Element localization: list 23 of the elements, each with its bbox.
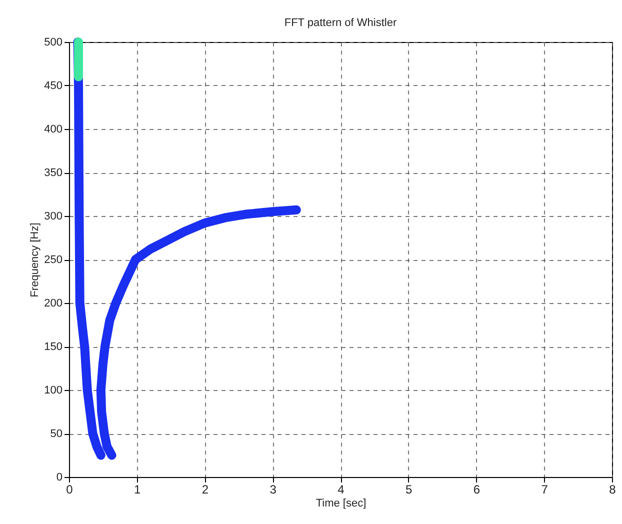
x-tick-label: 8: [609, 482, 616, 496]
y-tick-label: 150: [44, 341, 62, 353]
x-tick-label: 6: [473, 482, 480, 496]
chart-title: FFT pattern of Whistler: [284, 17, 397, 29]
x-tick-label: 4: [338, 482, 345, 496]
y-tick-label: 300: [44, 210, 62, 222]
y-tick-label: 450: [44, 80, 62, 92]
x-tick-label: 7: [541, 482, 548, 496]
y-tick-label: 400: [44, 124, 62, 136]
x-tick-label: 5: [406, 482, 413, 496]
x-tick-label: 1: [134, 482, 142, 496]
x-tick-label: 0: [66, 482, 74, 496]
y-axis-title: Frequency [Hz]: [29, 222, 42, 298]
y-tick-label: 250: [44, 254, 62, 266]
y-tick-label: 0: [56, 472, 62, 484]
y-tick-label: 100: [44, 384, 62, 396]
x-axis-title: Time [sec]: [316, 498, 366, 510]
y-tick-label: 200: [44, 298, 62, 310]
y-tick-label: 500: [44, 36, 62, 48]
x-tick-label: 3: [270, 482, 277, 496]
y-tick-label: 350: [44, 167, 62, 179]
y-tick-label: 50: [50, 428, 62, 440]
x-tick-label: 2: [202, 482, 209, 496]
